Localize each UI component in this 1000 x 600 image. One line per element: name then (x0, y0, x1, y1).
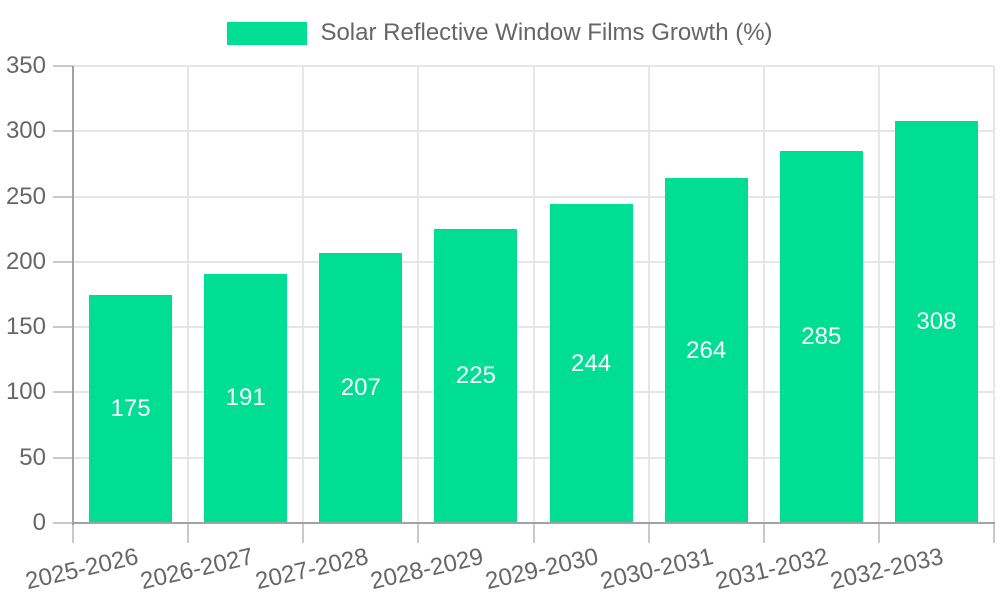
y-axis-tick-label: 250 (5, 182, 46, 210)
gridline (762, 66, 765, 523)
y-axis-tick (53, 522, 73, 524)
y-axis-line (72, 66, 74, 525)
bar-value-label: 285 (801, 322, 842, 350)
bar-value-label: 225 (455, 362, 496, 390)
legend-label: Solar Reflective Window Films Growth (%) (320, 19, 773, 46)
bar-value-label: 264 (686, 336, 727, 364)
legend: Solar Reflective Window Films Growth (%) (0, 19, 1000, 47)
bar-2028-2029[interactable] (434, 229, 518, 523)
bar-value-label: 207 (340, 373, 381, 401)
gridline (532, 66, 535, 523)
bar-value-label: 244 (571, 349, 612, 377)
y-axis-tick-label: 200 (5, 247, 46, 275)
legend-swatch-icon (227, 21, 308, 45)
y-axis-tick (53, 195, 73, 198)
x-axis-tick (532, 523, 535, 543)
y-axis-tick (53, 391, 73, 394)
gridline (187, 66, 190, 523)
y-axis-tick-label: 300 (5, 117, 46, 145)
bar-value-label: 191 (225, 384, 266, 412)
x-axis-tick (762, 523, 765, 543)
gridline (417, 66, 420, 523)
bar-value-label: 308 (916, 307, 957, 335)
gridline (993, 66, 995, 523)
gridline (877, 66, 880, 523)
bar-2026-2027[interactable] (204, 273, 288, 523)
legend-item[interactable]: Solar Reflective Window Films Growth (%) (227, 19, 773, 47)
y-axis-tick-label: 50 (19, 443, 46, 471)
y-axis-tick (53, 326, 73, 329)
bar-2032-2033[interactable] (894, 120, 978, 523)
x-axis-tick (647, 523, 650, 543)
x-axis-tick (993, 523, 995, 543)
bar-2031-2032[interactable] (779, 150, 863, 523)
bar-2029-2030[interactable] (549, 204, 633, 523)
gridline (302, 66, 305, 523)
bar-2027-2028[interactable] (319, 252, 403, 523)
y-axis-tick (53, 65, 73, 67)
bar-value-label: 175 (110, 394, 151, 422)
x-axis-tick (187, 523, 190, 543)
y-axis-tick-label: 350 (5, 52, 46, 79)
bar-2025-2026[interactable] (89, 294, 173, 523)
x-axis-tick (417, 523, 420, 543)
y-axis-tick-label: 150 (5, 313, 46, 341)
x-axis-tick (302, 523, 305, 543)
gridline (647, 66, 650, 523)
y-axis-tick (53, 130, 73, 133)
y-axis-tick (53, 260, 73, 263)
bar-2030-2031[interactable] (664, 178, 748, 523)
x-axis-tick (877, 523, 880, 543)
x-axis-tick (72, 523, 74, 543)
y-axis-tick (53, 456, 73, 459)
y-axis-tick-label: 100 (5, 378, 46, 406)
x-axis-line (72, 522, 995, 524)
y-axis-tick-label: 0 (32, 509, 46, 536)
